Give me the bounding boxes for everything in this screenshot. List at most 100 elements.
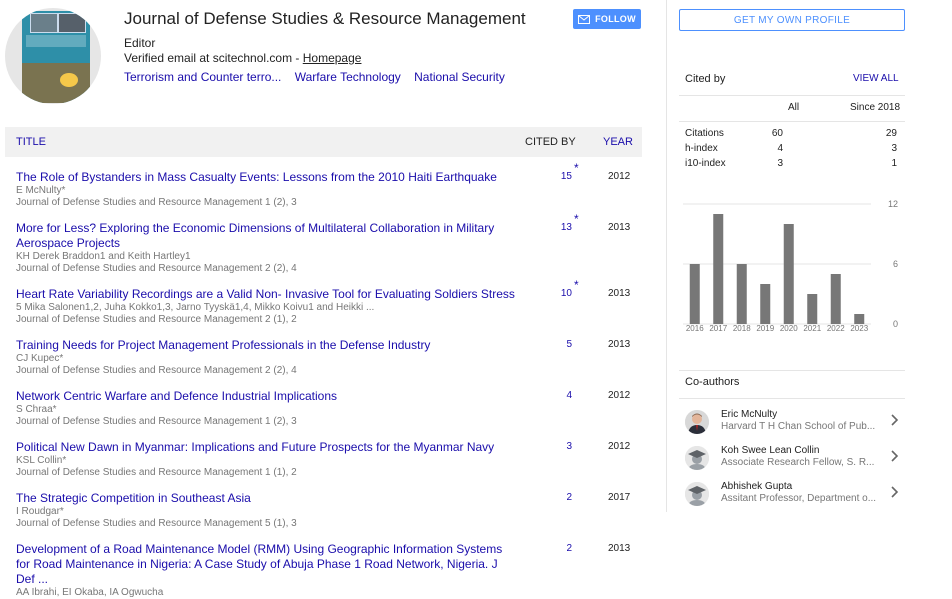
article-authors: CJ Kupec* [16, 353, 64, 364]
chart-bar-2023[interactable] [854, 314, 865, 324]
article-row: Heart Rate Variability Recordings are a … [16, 278, 642, 326]
article-authors: S Chraa* [16, 404, 57, 415]
graduate-cap-icon [685, 446, 709, 470]
chart-bar-2021[interactable] [807, 294, 818, 324]
stats-col-since: Since 2018 [850, 102, 901, 113]
verified-email: Verified email at scitechnol.com - Homep… [124, 51, 361, 65]
stat-since-value: 3 [891, 143, 897, 154]
article-title-link[interactable]: More for Less? Exploring the Economic Di… [16, 221, 495, 250]
stat-row-citations: Citations 60 29 [685, 128, 897, 142]
stat-row-h-index: h-index 4 3 [685, 143, 897, 157]
article-title-link[interactable]: Heart Rate Variability Recordings are a … [16, 287, 515, 301]
stat-all-value: 3 [777, 158, 783, 169]
articles-table-header: TITLE CITED BY YEAR [5, 127, 642, 157]
article-row: The Role of Bystanders in Mass Casualty … [16, 161, 642, 209]
cited-by-count-link[interactable]: 15 [560, 171, 572, 182]
stat-label[interactable]: h-index [685, 143, 718, 154]
chart-bar-2016[interactable] [689, 264, 700, 324]
article-row: Training Needs for Project Management Pr… [16, 338, 642, 377]
cited-by-heading: Cited by [685, 73, 726, 85]
stats-col-all: All [788, 102, 800, 113]
view-all-link[interactable]: VIEW ALL [853, 73, 899, 84]
get-my-own-profile-button[interactable]: GET MY OWN PROFILE [679, 9, 905, 31]
article-title-link[interactable]: Training Needs for Project Management Pr… [16, 338, 431, 352]
coauthor-name[interactable]: Abhishek Gupta [721, 481, 793, 492]
article-title-link[interactable]: The Role of Bystanders in Mass Casualty … [16, 170, 497, 184]
coauthor-affiliation: Assitant Professor, Department o... [721, 493, 877, 504]
interest-link-terrorism[interactable]: Terrorism and Counter terro... [124, 70, 282, 84]
article-year: 2013 [608, 288, 631, 299]
coauthor-item[interactable]: Eric McNulty Harvard T H Chan School of … [685, 408, 905, 438]
chart-bar-2019[interactable] [760, 284, 771, 324]
coauthor-item[interactable]: Koh Swee Lean Collin Associate Research … [685, 444, 905, 474]
article-authors: I Roudgar* [16, 506, 64, 517]
chevron-right-icon[interactable] [891, 450, 899, 462]
article-authors: KSL Collin* [16, 455, 67, 466]
interest-link-warfare-technology[interactable]: Warfare Technology [294, 70, 401, 84]
sort-by-year[interactable]: YEAR [603, 136, 633, 148]
chevron-right-icon[interactable] [891, 486, 899, 498]
chart-bar-2018[interactable] [736, 264, 747, 324]
article-year: 2012 [608, 171, 631, 182]
article-year: 2013 [608, 222, 631, 233]
merged-citation-star: * [574, 212, 579, 226]
verified-text: Verified email at scitechnol.com - [124, 51, 303, 65]
chart-bar-2017[interactable] [713, 214, 724, 324]
article-authors: AA Ibrahi, EI Okaba, IA Ogwucha [16, 587, 164, 598]
article-row: Development of a Road Maintenance Model … [16, 542, 642, 599]
column-divider [666, 0, 667, 512]
cover-scene [22, 63, 90, 103]
article-title-link[interactable]: Network Centric Warfare and Defence Indu… [16, 389, 338, 403]
stat-label[interactable]: i10-index [685, 158, 726, 169]
divider [679, 95, 905, 96]
cover-explosion [60, 73, 78, 87]
cover-thumbnail [30, 13, 58, 33]
divider [679, 370, 905, 371]
coauthor-name[interactable]: Koh Swee Lean Collin [721, 445, 820, 456]
article-title-link[interactable]: Development of a Road Maintenance Model … [16, 542, 503, 586]
cited-by-count-link[interactable]: 2 [566, 492, 572, 503]
merged-citation-star: * [574, 161, 579, 175]
coauthor-item[interactable]: Abhishek Gupta Assitant Professor, Depar… [685, 480, 905, 510]
sort-by-title[interactable]: TITLE [16, 136, 46, 148]
homepage-link[interactable]: Homepage [302, 51, 362, 65]
citations-per-year-chart: 0 6 12 2016 2017 2018 2019 2020 2021 2022 2023 [683, 199, 898, 333]
chart-x-tick-label: 2019 [756, 324, 774, 333]
cited-by-count-link[interactable]: 4 [566, 390, 572, 401]
chart-bar-2020[interactable] [783, 224, 794, 324]
article-title-link[interactable]: Political New Dawn in Myanmar: Implicati… [16, 440, 495, 454]
interest-link-national-security[interactable]: National Security [414, 70, 505, 84]
stat-since-value: 29 [885, 128, 897, 139]
stat-row-i10-index: i10-index 3 1 [685, 158, 897, 172]
merged-citation-star: * [574, 278, 579, 292]
cited-by-count-link[interactable]: 3 [566, 441, 572, 452]
chart-y-tick-label: 0 [893, 319, 898, 329]
chart-y-tick-label: 6 [893, 259, 898, 269]
article-year: 2013 [608, 543, 631, 554]
stat-label[interactable]: Citations [685, 128, 724, 139]
chart-x-tick-label: 2017 [709, 324, 727, 333]
article-title-link[interactable]: The Strategic Competition in Southeast A… [16, 491, 251, 505]
chart-bar-2022[interactable] [830, 274, 841, 324]
article-row: Network Centric Warfare and Defence Indu… [16, 389, 642, 428]
cited-by-count-link[interactable]: 5 [566, 339, 572, 350]
chart-x-tick-label: 2023 [850, 324, 868, 333]
cited-by-count-link[interactable]: 10 [560, 288, 572, 299]
article-authors: E McNulty* [16, 185, 66, 196]
article-authors: KH Derek Braddon1 and Keith Hartley1 [16, 251, 191, 262]
article-year: 2017 [608, 492, 631, 503]
follow-button[interactable]: FOLLOW [573, 9, 641, 29]
cited-by-count-link[interactable]: 2 [566, 543, 572, 554]
article-venue: Journal of Defense Studies and Resource … [16, 365, 297, 376]
coauthor-name[interactable]: Eric McNulty [721, 409, 778, 420]
chevron-right-icon[interactable] [891, 414, 899, 426]
article-year: 2012 [608, 441, 631, 452]
cited-by-count-link[interactable]: 13 [560, 222, 572, 233]
research-interests: Terrorism and Counter terro... Warfare T… [124, 70, 515, 84]
profile-avatar [5, 8, 101, 104]
chart-y-tick-label: 12 [888, 199, 898, 209]
sort-by-cited[interactable]: CITED BY [525, 136, 576, 148]
article-venue: Journal of Defense Studies and Resource … [16, 467, 297, 478]
article-authors: 5 Mika Salonen1,2, Juha Kokko1,3, Jarno … [16, 302, 375, 313]
journal-cover-image [22, 11, 90, 103]
